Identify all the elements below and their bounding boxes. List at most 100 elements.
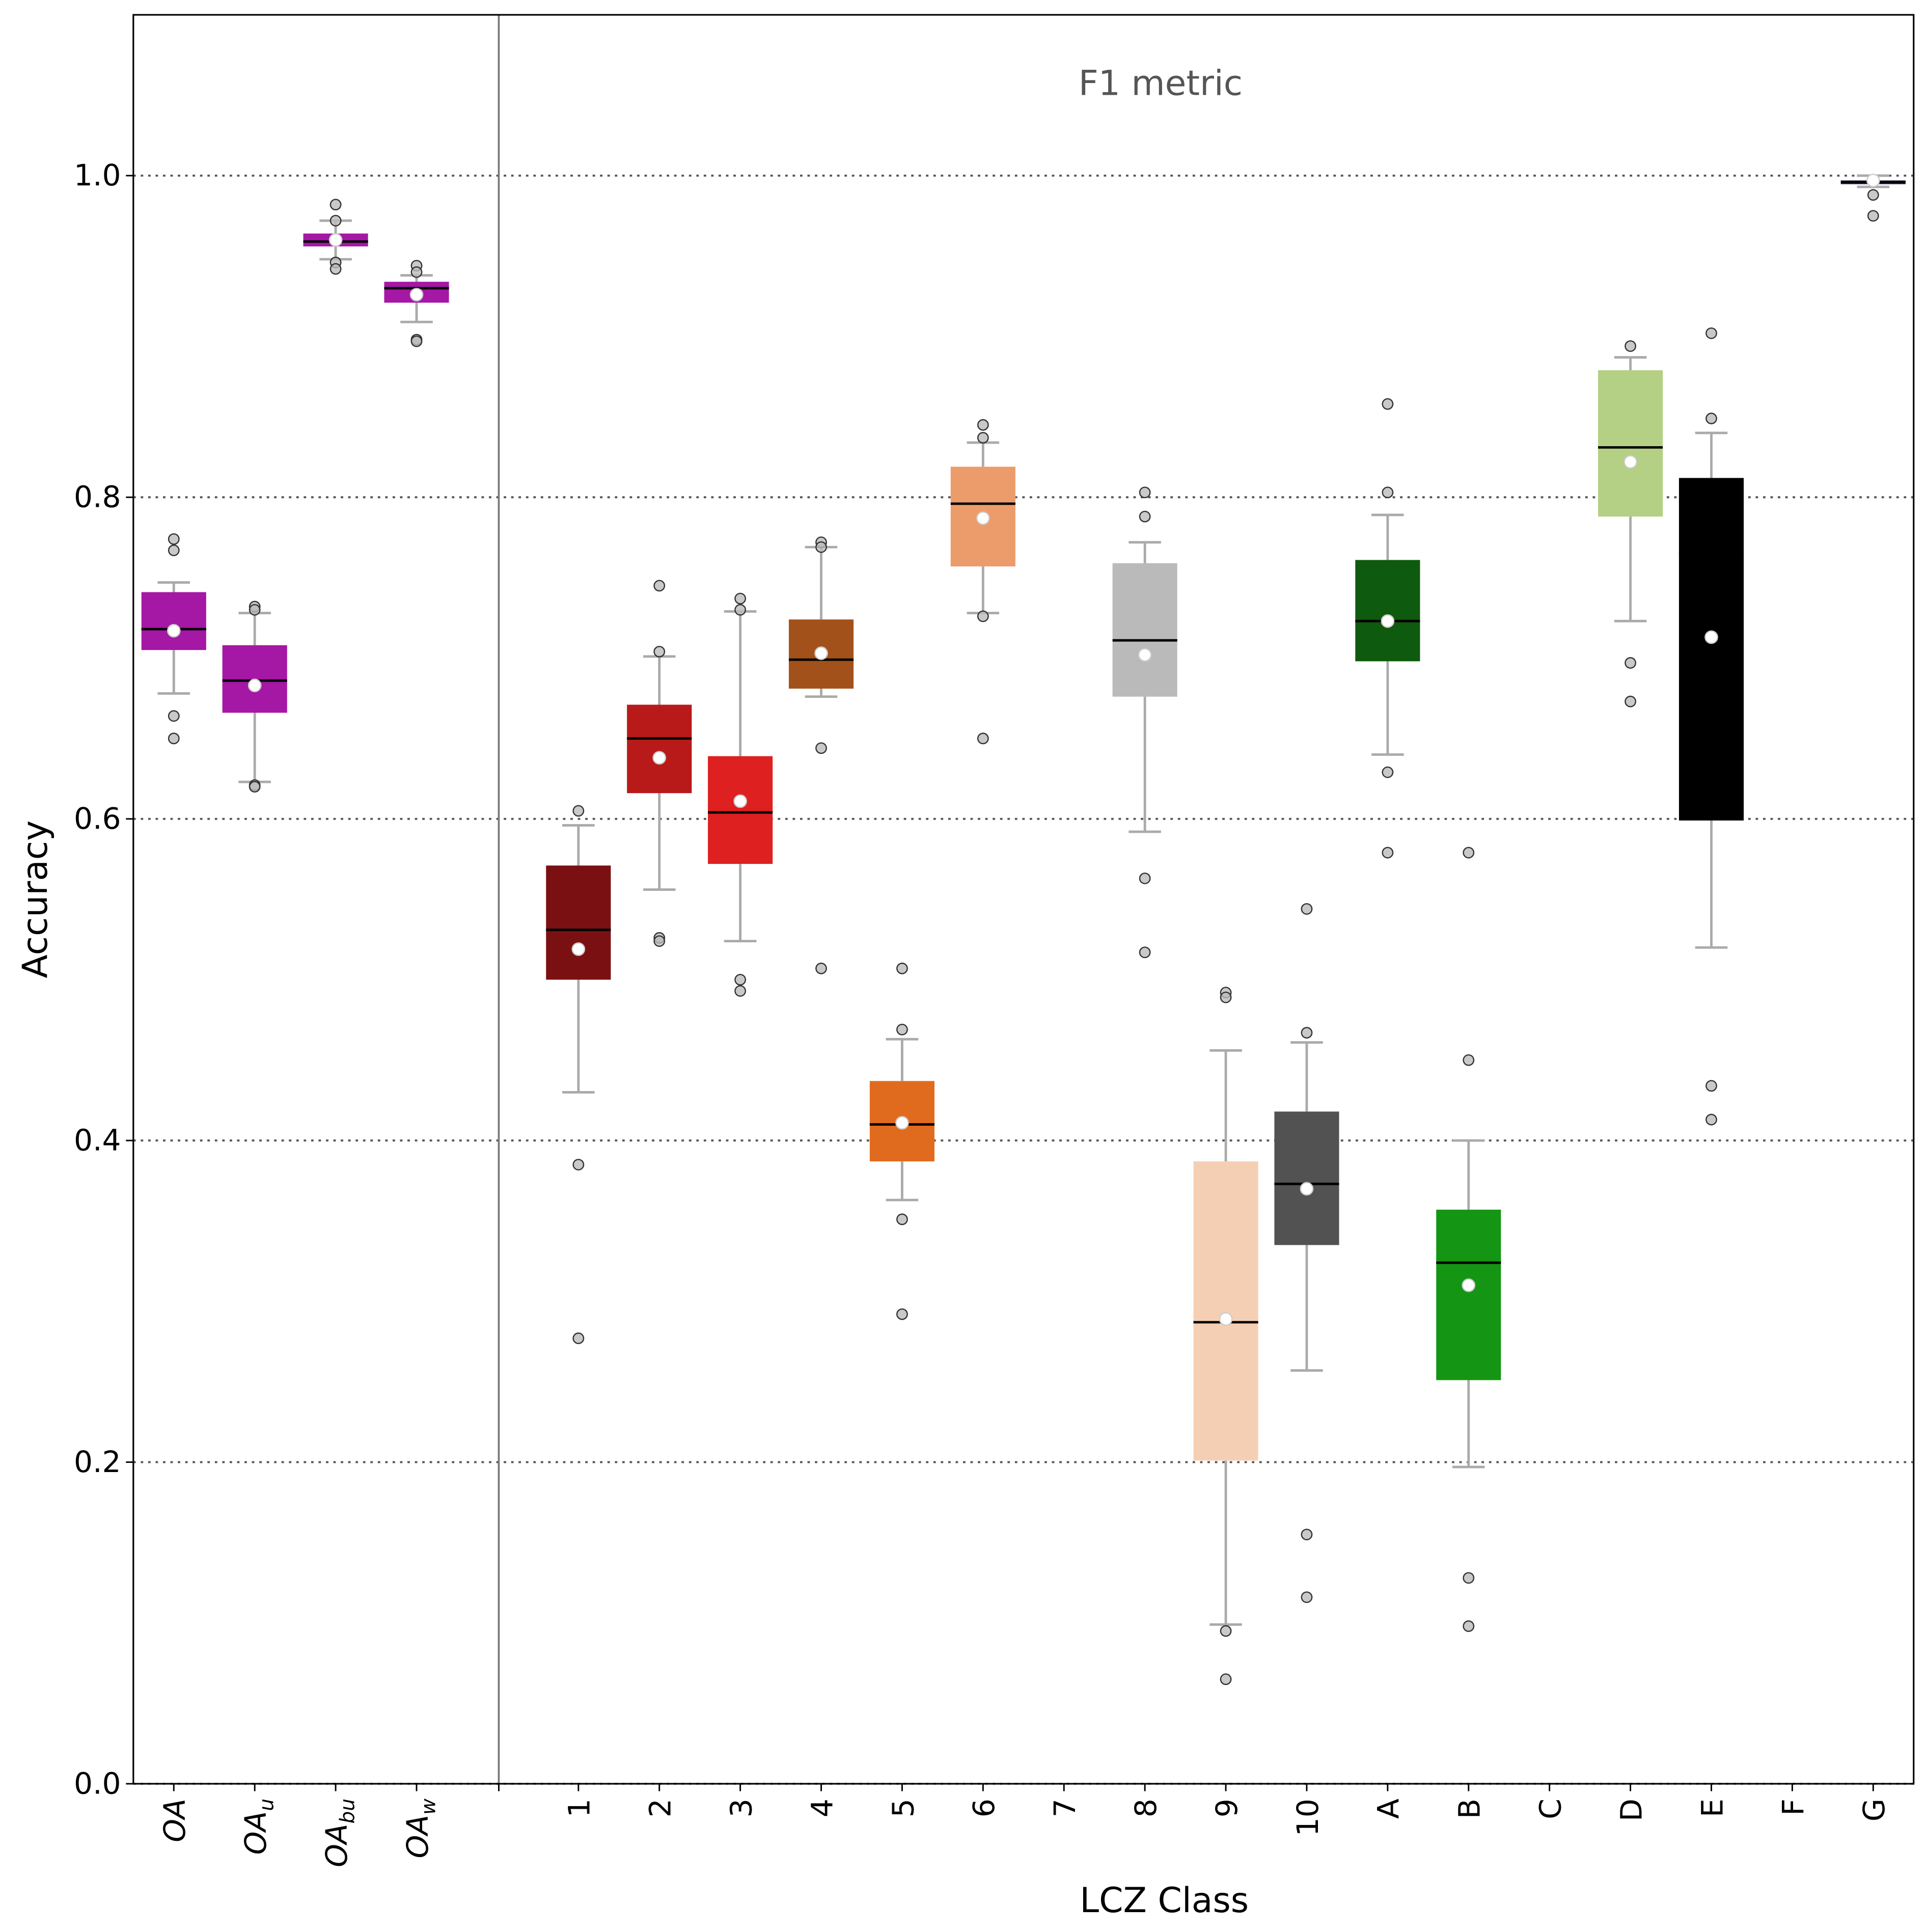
x-tick-label: 7 xyxy=(1048,1799,1082,1817)
outlier-point xyxy=(977,610,989,622)
outlier-point xyxy=(168,732,180,745)
outlier-point xyxy=(1301,1591,1313,1603)
outlier-point xyxy=(1625,657,1636,669)
outlier-point xyxy=(168,545,180,556)
x-tick-label: G xyxy=(1857,1799,1891,1821)
mean-marker xyxy=(895,1116,909,1130)
outlier-point xyxy=(734,604,747,616)
outlier-point xyxy=(1220,1625,1232,1637)
outlier-point xyxy=(1301,1027,1313,1039)
x-tick-label: E xyxy=(1695,1799,1729,1817)
outlier-point xyxy=(896,1213,908,1226)
mean-marker xyxy=(733,794,747,808)
outlier-point xyxy=(1625,340,1636,352)
box-1 xyxy=(546,805,611,1344)
box-iqr xyxy=(1193,1161,1258,1461)
outlier-point xyxy=(168,533,180,545)
outlier-point xyxy=(1220,1673,1232,1685)
outlier-point xyxy=(815,541,827,553)
box-iqr xyxy=(141,592,206,650)
x-tick-label: F xyxy=(1776,1799,1810,1815)
box-A xyxy=(1355,398,1420,859)
mean-marker xyxy=(1462,1278,1476,1292)
box-iqr xyxy=(1598,370,1663,517)
outlier-point xyxy=(1625,695,1636,708)
x-tick-label: D xyxy=(1614,1799,1648,1821)
outlier-point xyxy=(977,732,989,745)
outlier-point xyxy=(977,432,989,444)
box-iqr xyxy=(1355,560,1420,662)
x-tick-label: OAw xyxy=(400,1799,441,1859)
box-iqr xyxy=(627,704,692,794)
outlier-point xyxy=(977,419,989,431)
outlier-point xyxy=(1463,847,1475,859)
box-OAbu xyxy=(303,199,368,275)
outlier-point xyxy=(1139,873,1151,884)
box-iqr xyxy=(1112,563,1177,697)
y-tick-label: 0.2 xyxy=(74,1445,121,1479)
x-tick-label: OAbu xyxy=(319,1799,360,1867)
mean-marker xyxy=(1624,455,1637,469)
outlier-point xyxy=(1705,1113,1717,1126)
x-tick-label: 2 xyxy=(643,1799,678,1817)
mean-marker xyxy=(814,646,828,660)
box-OAu xyxy=(222,601,287,793)
y-tick-label: 0.4 xyxy=(74,1123,121,1158)
box-iqr xyxy=(1274,1111,1339,1245)
outlier-point xyxy=(249,604,261,616)
box-iqr xyxy=(708,756,773,864)
y-tick-label: 0.0 xyxy=(74,1766,121,1801)
outlier-point xyxy=(734,592,747,605)
outlier-point xyxy=(1220,991,1232,1003)
mean-marker xyxy=(976,511,990,525)
x-tick-label: OAu xyxy=(238,1799,279,1855)
outlier-point xyxy=(249,781,261,793)
box-G xyxy=(1840,173,1906,222)
box-D xyxy=(1598,340,1663,708)
box-6 xyxy=(950,419,1015,745)
mean-marker xyxy=(409,288,424,302)
mean-marker xyxy=(1300,1182,1314,1196)
plot-frame xyxy=(132,14,1915,1785)
outlier-point xyxy=(410,335,423,347)
x-tick-label: B xyxy=(1452,1799,1487,1819)
box-9 xyxy=(1193,987,1258,1685)
outlier-point xyxy=(329,199,342,211)
x-tick-label: OA xyxy=(157,1799,192,1842)
x-tick-label: 6 xyxy=(967,1799,1001,1817)
x-tick-label: 8 xyxy=(1129,1799,1163,1817)
outlier-point xyxy=(1463,1054,1475,1066)
outlier-point xyxy=(1382,766,1394,778)
y-tick-label: 1.0 xyxy=(74,158,121,193)
mean-marker xyxy=(247,678,262,692)
x-tick-label: A xyxy=(1371,1799,1406,1819)
x-axis-label: LCZ Class xyxy=(1080,1881,1249,1921)
outlier-point xyxy=(1705,1080,1717,1092)
outlier-point xyxy=(1867,189,1879,201)
outlier-point xyxy=(1139,946,1151,959)
mean-marker xyxy=(571,942,586,956)
box-OA xyxy=(141,533,206,745)
box-iqr xyxy=(1679,478,1744,821)
outlier-point xyxy=(1382,486,1394,499)
outlier-point xyxy=(329,263,342,275)
outlier-point xyxy=(572,1332,585,1344)
x-tick-label: 9 xyxy=(1209,1799,1244,1817)
mean-marker xyxy=(1381,614,1395,628)
outlier-point xyxy=(572,805,585,817)
x-tick-label: 3 xyxy=(724,1799,758,1817)
outlier-point xyxy=(653,580,666,592)
box-B xyxy=(1436,847,1501,1632)
mean-marker xyxy=(1138,648,1152,662)
outlier-point xyxy=(410,266,423,278)
box-5 xyxy=(869,962,934,1320)
y-tick-label: 0.8 xyxy=(74,480,121,514)
outlier-point xyxy=(653,645,666,658)
mean-marker xyxy=(1704,630,1718,644)
outlier-point xyxy=(734,973,747,986)
outlier-point xyxy=(815,962,827,974)
outlier-point xyxy=(1139,486,1151,499)
box-8 xyxy=(1112,486,1177,959)
outlier-point xyxy=(1382,398,1394,410)
